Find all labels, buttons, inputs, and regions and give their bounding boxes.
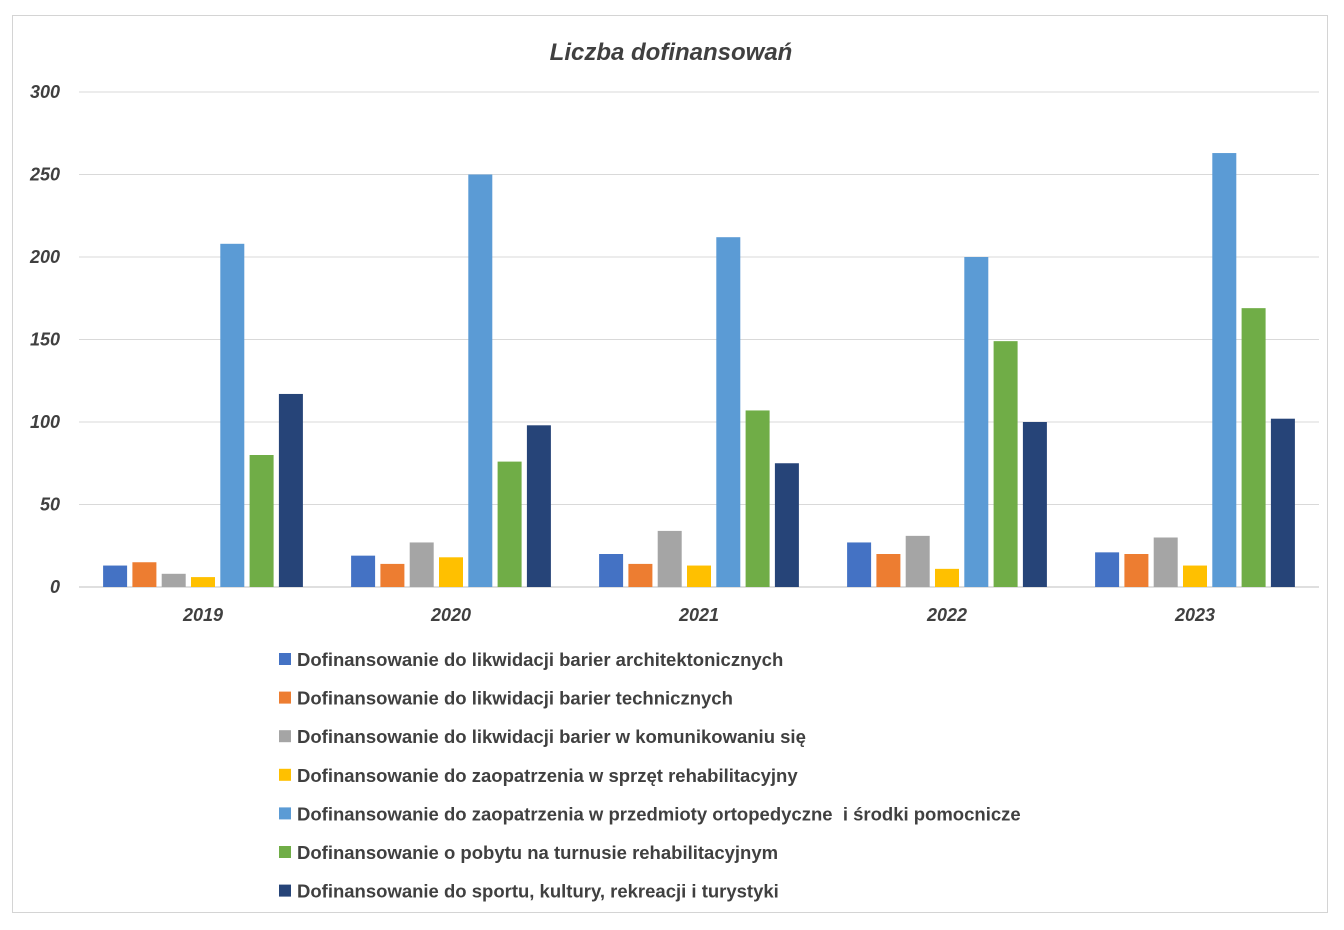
bar: [847, 542, 872, 587]
legend: Dofinansowanie do likwidacji barier arch…: [279, 649, 1021, 902]
legend-swatch: [279, 884, 291, 897]
legend-item: Dofinansowanie do likwidacji barier tech…: [279, 688, 733, 709]
x-tick-label: 2020: [430, 605, 471, 625]
bar: [657, 530, 682, 587]
legend-label: Dofinansowanie do zaopatrzenia w przedmi…: [297, 803, 1021, 824]
x-tick-label: 2022: [926, 605, 967, 625]
bar: [351, 555, 376, 587]
bar: [220, 243, 245, 588]
legend-item: Dofinansowanie do likwidacji barier w ko…: [279, 726, 806, 747]
bar: [774, 463, 799, 587]
bar: [628, 563, 653, 587]
legend-swatch: [279, 768, 291, 781]
legend-swatch: [279, 691, 291, 704]
bar: [599, 554, 624, 587]
bar: [191, 577, 215, 587]
bar: [1153, 537, 1178, 587]
legend-item: Dofinansowanie do sportu, kultury, rekre…: [279, 881, 779, 902]
legend-label: Dofinansowanie o pobytu na turnusie reha…: [297, 842, 778, 863]
y-tick-label: 250: [29, 165, 60, 185]
bar: [409, 542, 434, 587]
bars: [103, 153, 1295, 588]
x-axis-ticks: 2019 2020 2021 2022 2023: [182, 605, 1215, 625]
bar: [687, 565, 711, 587]
chart-title: Liczba dofinansowań: [550, 39, 793, 66]
bar: [380, 563, 405, 587]
chart-frame: Liczba dofinansowań 0 50 100 150 200 250 300 2…: [12, 15, 1328, 913]
y-tick-label: 200: [29, 247, 60, 267]
bar: [935, 568, 959, 587]
bar: [103, 565, 128, 587]
bar: [278, 393, 303, 587]
bar: [1183, 565, 1207, 587]
bar: [1270, 418, 1295, 587]
bar: [526, 425, 551, 587]
legend-label: Dofinansowanie do likwidacji barier w ko…: [297, 726, 806, 747]
bar: [905, 535, 930, 587]
bar: [1095, 552, 1120, 587]
bar: [497, 461, 522, 587]
bar: [1124, 554, 1149, 587]
bar: [468, 174, 493, 587]
legend-item: Dofinansowanie o pobytu na turnusie reha…: [279, 842, 778, 863]
bar: [1022, 422, 1047, 587]
y-tick-label: 150: [30, 330, 60, 350]
bar: [964, 257, 989, 587]
bar: [716, 237, 741, 587]
x-tick-label: 2021: [678, 605, 719, 625]
legend-item: Dofinansowanie do zaopatrzenia w przedmi…: [279, 803, 1021, 824]
x-tick-label: 2023: [1174, 605, 1215, 625]
legend-item: Dofinansowanie do likwidacji barier arch…: [279, 649, 783, 670]
bar: [249, 455, 274, 587]
bar: [161, 573, 186, 587]
legend-label: Dofinansowanie do likwidacji barier arch…: [297, 649, 783, 670]
bar: [745, 410, 770, 587]
bar: [132, 562, 157, 587]
y-tick-label: 300: [30, 82, 60, 102]
y-tick-label: 100: [30, 412, 60, 432]
legend-swatch: [279, 807, 291, 820]
legend-label: Dofinansowanie do likwidacji barier tech…: [297, 688, 733, 709]
legend-swatch: [279, 730, 291, 743]
bar: [1241, 308, 1266, 587]
legend-label: Dofinansowanie do sportu, kultury, rekre…: [297, 881, 779, 902]
y-tick-label: 50: [40, 495, 60, 515]
bar: [439, 557, 463, 587]
bar: [1212, 153, 1237, 588]
y-tick-label: 0: [50, 577, 60, 597]
legend-item: Dofinansowanie do zaopatrzenia w sprzęt …: [279, 765, 798, 786]
y-axis-ticks: 0 50 100 150 200 250 300: [29, 82, 60, 597]
legend-swatch: [279, 653, 291, 665]
bar: [993, 341, 1018, 587]
legend-swatch: [279, 846, 291, 858]
x-tick-label: 2019: [182, 605, 223, 625]
bar-chart: Liczba dofinansowań 0 50 100 150 200 250 300 2…: [29, 39, 1319, 902]
legend-label: Dofinansowanie do zaopatrzenia w sprzęt …: [297, 765, 798, 786]
bar: [876, 554, 901, 587]
